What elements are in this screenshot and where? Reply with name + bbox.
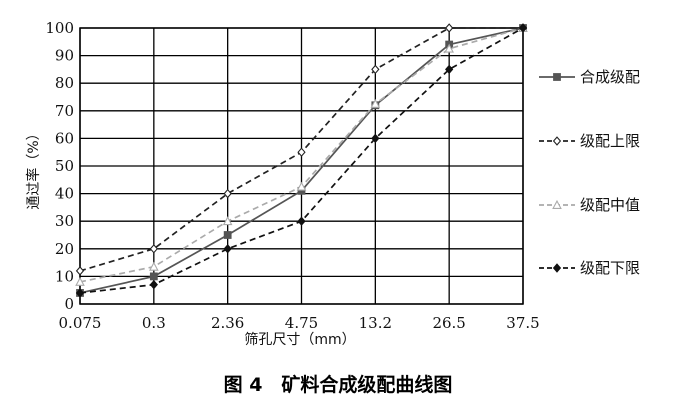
point-grading-upper-limit-4 [371, 64, 380, 75]
x-tick-label-0: 0.075 [59, 314, 102, 332]
x-tick-labels: 0.075 0.3 2.36 4.75 13.2 26.5 37.5 [59, 314, 540, 332]
grid [79, 27, 524, 305]
point-grading-upper-limit-1 [149, 244, 158, 254]
figure-caption: 图 4 矿料合成级配曲线图 [224, 373, 453, 396]
y-tick-label-2: 20 [55, 240, 74, 258]
point-grading-median-4 [370, 98, 381, 108]
legend-marker-synthetic-grading [553, 73, 561, 81]
legend-marker-grading-upper-limit [552, 136, 562, 146]
x-tick-label-5: 26.5 [432, 314, 465, 332]
point-grading-lower-limit-6 [518, 23, 528, 33]
point-grading-upper-limit-3 [297, 147, 306, 157]
y-tick-label-1: 10 [55, 267, 74, 285]
plot-frame [79, 27, 524, 305]
point-synthetic-grading-2 [223, 231, 232, 239]
point-grading-median-5 [444, 43, 454, 53]
point-grading-lower-limit-2 [223, 244, 232, 254]
y-tick-label-8: 80 [55, 74, 74, 92]
point-grading-lower-limit-3 [297, 216, 306, 226]
legend-marker-grading-lower-limit [552, 263, 562, 273]
x-tick-label-6: 37.5 [506, 314, 539, 332]
legend-label-grading-upper-limit: 级配上限 [580, 132, 640, 150]
y-tick-labels: 0 10 20 30 40 50 60 70 80 90 100 [45, 19, 74, 313]
y-tick-label-0: 0 [64, 295, 74, 313]
point-grading-lower-limit-0 [75, 288, 85, 298]
y-tick-label-9: 90 [55, 47, 74, 65]
x-axis-title: 筛孔尺寸（mm） [244, 332, 355, 348]
legend-marker-grading-median [552, 199, 562, 209]
point-grading-median-0 [75, 276, 85, 286]
y-tick-label-4: 40 [55, 185, 74, 203]
point-grading-lower-limit-5 [445, 64, 454, 75]
series-lines [75, 22, 528, 298]
x-tick-label-1: 0.3 [142, 314, 166, 332]
point-grading-median-2 [222, 216, 233, 226]
x-tick-label-4: 13.2 [359, 314, 392, 332]
point-grading-upper-limit-5 [445, 23, 454, 33]
series-grading-lower-limit [75, 23, 528, 298]
point-grading-median-3 [296, 181, 307, 191]
y-axis-title: 通过率（%） [25, 126, 42, 209]
point-grading-lower-limit-4 [371, 133, 380, 144]
legend-label-grading-median: 级配中值 [580, 196, 640, 214]
y-tick-label-5: 50 [55, 157, 74, 175]
point-synthetic-grading-1 [149, 272, 158, 281]
x-tick-label-2: 2.36 [211, 314, 244, 332]
point-grading-upper-limit-0 [75, 266, 85, 276]
point-grading-lower-limit-1 [149, 279, 158, 290]
point-grading-median-1 [149, 261, 159, 271]
y-tick-label-3: 30 [55, 212, 74, 230]
legend-label-synthetic-grading: 合成级配 [580, 68, 640, 86]
legend-label-grading-lower-limit: 级配下限 [580, 259, 640, 277]
y-tick-label-6: 60 [55, 129, 74, 147]
point-grading-upper-limit-2 [223, 188, 232, 199]
x-tick-label-3: 4.75 [285, 314, 318, 332]
y-tick-label-10: 100 [45, 19, 74, 37]
y-tick-label-7: 70 [55, 102, 74, 120]
